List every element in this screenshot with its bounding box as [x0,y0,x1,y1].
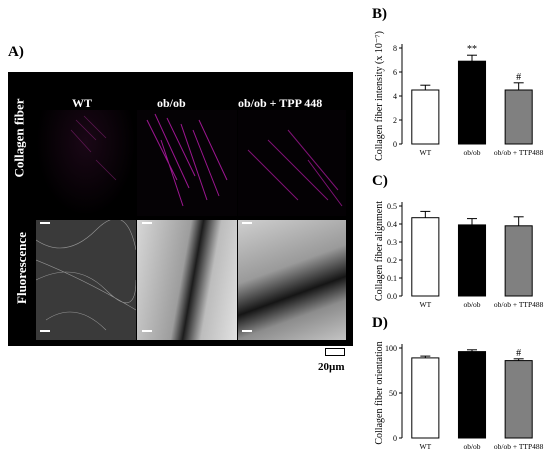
col-head-obob: ob/ob [157,96,186,110]
x-tick-label: ob/ob + TTP488 [494,300,544,309]
x-tick-label: ob/ob + TTP488 [494,442,544,451]
x-tick-label: ob/ob [463,148,480,157]
panel-c-label: C) [372,173,388,189]
y-tick-label: 8 [393,44,397,53]
bar [504,360,533,439]
bar [411,357,440,439]
scale-bar [325,348,345,356]
significance-label: # [516,72,521,83]
y-tick-label: 2 [393,116,397,125]
y-tick-label: 4 [393,92,397,101]
scale-tick [242,222,252,224]
bar [411,217,440,297]
microscopy-panel: Collagen fiber Fluorescence WT ob/ob ob/… [8,72,353,346]
x-tick-label: ob/ob [463,300,480,309]
y-tick-label: 100 [385,344,397,353]
col-head-wt: WT [72,96,93,110]
y-tick-label: 0.5 [387,202,397,211]
col-head-obob-tpp: ob/ob + TPP 448 [238,96,323,110]
chart-c-collagen-alignment: Collagen fiber alignment 0.0 0.1 0.2 0.3 0.4 0… [374,201,544,309]
scale-tick [142,330,152,332]
panel-d-label: D) [372,315,388,331]
chart-d-collagen-orientation: Collagen fiber orientation 0 50 100 WT ob/ob #… [374,341,544,451]
y-tick-label: 0.2 [387,256,397,265]
x-tick-label: ob/ob [463,442,480,451]
bar [411,89,440,145]
x-tick-label: WT [419,300,431,309]
x-tick-label: WT [419,442,431,451]
panel-b-label: B) [372,6,387,22]
y-tick-label: 50 [389,389,397,398]
y-axis-label: Collagen fiber orientation [374,341,385,444]
significance-label: # [516,348,521,359]
bar [457,351,487,439]
y-axis-label: Collagen fiber alignment [374,201,385,301]
row-label-collagen: Collagen fiber [11,98,27,178]
scale-tick [242,330,252,332]
collagen-image-obob-tpp [238,110,346,216]
bar [504,225,533,297]
collagen-image-obob [137,110,237,216]
chart-b-collagen-intensity: Collagen fiber intensity (x 10⁻⁷) 0 2 4 6 8 WT… [374,31,544,161]
fluorescence-image-obob [137,220,237,340]
y-tick-label: 0.3 [387,238,397,247]
panel-a-label: A) [8,44,24,60]
y-tick-label: 0.4 [387,220,397,229]
scale-bar-label: 20µm [318,361,345,373]
y-tick-label: 0.0 [387,292,397,301]
scale-tick [40,222,50,224]
bar [457,224,487,297]
scale-tick [142,222,152,224]
y-tick-label: 6 [393,68,397,77]
y-axis-label: Collagen fiber intensity (x 10⁻⁷) [374,31,385,161]
y-tick-label: 0 [393,434,397,443]
fluorescence-image-wt [36,220,136,340]
fluorescence-image-obob-tpp [238,220,346,340]
row-label-fluorescence: Fluorescence [13,232,29,304]
y-tick-label: 0.1 [387,274,397,283]
y-tick-label: 0 [393,140,397,149]
scale-tick [40,330,50,332]
x-tick-label: WT [419,148,431,157]
bar [457,60,487,145]
significance-label: ** [467,44,477,55]
bar [504,89,533,145]
x-tick-label: ob/ob + TTP488 [494,148,544,157]
collagen-image-wt [36,110,136,216]
